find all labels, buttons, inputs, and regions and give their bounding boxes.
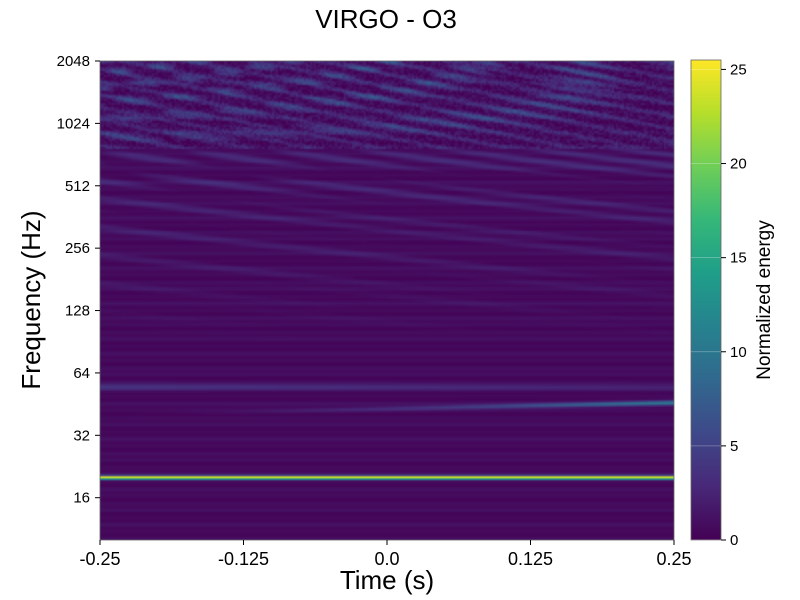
y-tick-label: 1024	[57, 115, 90, 132]
y-axis-ticks: 16 32 64 128 256 512 1024 2048	[57, 53, 100, 507]
y-axis-label: Frequency (Hz)	[16, 210, 46, 389]
x-tick-label: 0.125	[508, 549, 553, 569]
colorbar-gradient	[690, 59, 722, 541]
y-tick-label: 256	[65, 240, 90, 257]
heatmap-plot-area	[99, 60, 675, 541]
y-tick-label: 2048	[57, 53, 90, 70]
x-axis-label: Time (s)	[340, 565, 434, 595]
colorbar-tick-label: 10	[730, 344, 747, 361]
y-tick-label: 16	[73, 490, 90, 507]
y-tick-label: 64	[73, 365, 90, 382]
spectrogram-heatmap	[100, 61, 674, 540]
colorbar-label: Normalized energy	[754, 220, 775, 380]
colorbar-ticks: 0 5 10 15 20 25	[691, 61, 747, 549]
colorbar-tick-label: 15	[730, 250, 747, 267]
x-tick-label: 0.0	[374, 549, 399, 569]
colorbar-tick-label: 5	[730, 438, 738, 455]
x-tick-label: 0.25	[656, 549, 691, 569]
colorbar-tick-label: 25	[730, 61, 747, 78]
chart-title: VIRGO - O3	[315, 4, 457, 34]
x-tick-label: -0.25	[79, 549, 120, 569]
colorbar: 0 5 10 15 20 25 Normalized energy	[690, 59, 775, 549]
y-tick-label: 128	[65, 303, 90, 320]
x-axis-ticks: -0.25 -0.125 0.0 0.125 0.25	[79, 540, 692, 569]
y-tick-label: 32	[73, 427, 90, 444]
y-tick-label: 512	[65, 178, 90, 195]
colorbar-tick-label: 0	[730, 532, 738, 549]
colorbar-tick-label: 20	[730, 156, 747, 173]
x-tick-label: -0.125	[218, 549, 269, 569]
